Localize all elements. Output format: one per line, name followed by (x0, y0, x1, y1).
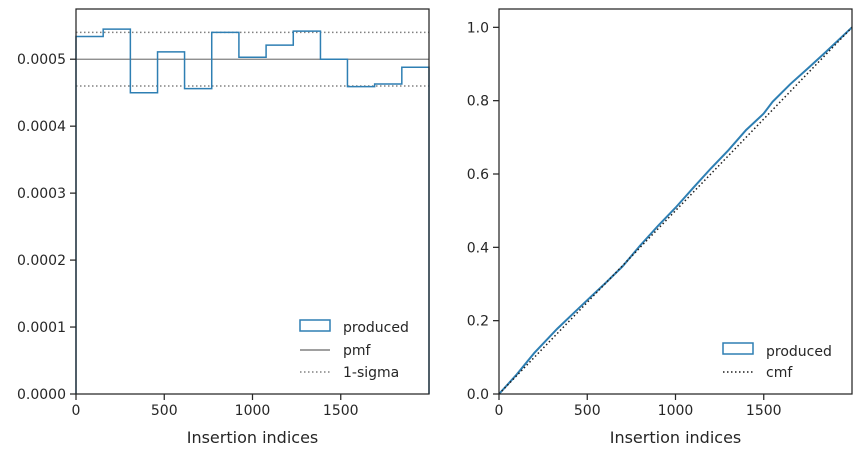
y-tick-label: 0.0001 (17, 320, 66, 336)
legend-label-cmf: cmf (766, 365, 793, 381)
x-tick-label: 0 (495, 403, 504, 419)
cumulative-axes-frame (498, 8, 853, 395)
y-tick-label: 0.0002 (17, 253, 66, 269)
x-tick-label: 1500 (746, 403, 782, 419)
histogram-axes-frame (75, 8, 430, 395)
produced-cumulative-line (498, 26, 853, 395)
cumulative-x-axis-label: Insertion indices (610, 428, 742, 447)
histogram-x-axis-label: Insertion indices (187, 428, 319, 447)
legend-label-pmf: pmf (343, 343, 372, 359)
legend-label-produced-cumulative: produced (766, 344, 832, 360)
y-tick-label: 0.0003 (17, 186, 66, 202)
x-tick-label: 500 (574, 403, 601, 419)
cumulative-legend: produced cmf (722, 342, 832, 381)
legend-swatch-produced-cumulative (722, 342, 754, 355)
x-tick-label: 1000 (658, 403, 694, 419)
y-tick-label: 0.2 (467, 314, 489, 330)
cumulative-panel: 0 500 1000 1500 0.0 0.2 0.4 0.6 0.8 1.0 Insertion… (467, 8, 853, 447)
y-tick-label: 0.0 (467, 387, 489, 403)
legend-swatch-produced (299, 319, 331, 332)
cumulative-plot-area (499, 9, 852, 394)
y-tick-label: 0.4 (467, 240, 489, 256)
x-tick-label: 1000 (235, 403, 271, 419)
histogram-panel: 0 500 1000 1500 0.0000 0.0001 0.0002 0.0003 0.00… (17, 8, 430, 447)
produced-histogram-step (75, 28, 430, 394)
cmf-line (498, 26, 853, 395)
histogram-plot-area (76, 9, 429, 394)
y-tick-label: 0.0004 (17, 119, 66, 135)
histogram-legend: produced pmf 1-sigma (299, 319, 409, 381)
x-tick-label: 1500 (323, 403, 359, 419)
legend-label-produced: produced (343, 320, 409, 336)
legend-label-1-sigma: 1-sigma (343, 365, 399, 381)
y-tick-label: 1.0 (467, 20, 489, 36)
x-tick-label: 0 (72, 403, 81, 419)
y-tick-label: 0.0000 (17, 387, 66, 403)
y-tick-label: 0.8 (467, 94, 489, 110)
x-tick-label: 500 (151, 403, 178, 419)
y-tick-label: 0.6 (467, 167, 489, 183)
y-tick-label: 0.0005 (17, 52, 66, 68)
